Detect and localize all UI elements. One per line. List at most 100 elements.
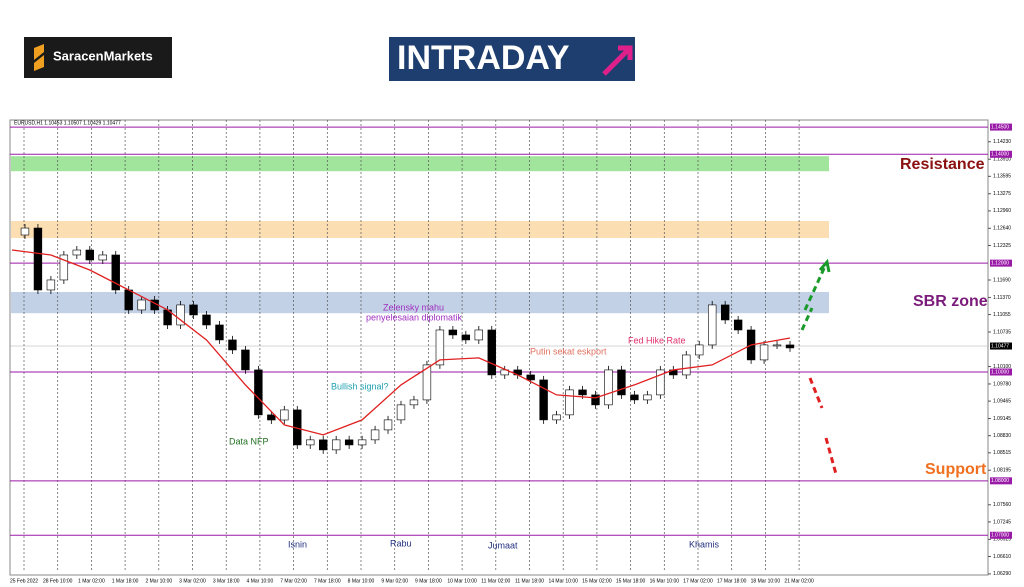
x-tick-label: 11 Mar 02:00 [481,578,510,584]
level-box [990,368,1012,376]
annotations: Zelensky mahu penyelesaian diplomatik Pu… [229,302,720,550]
y-tick-label: 1.06925 [993,537,1011,543]
zone [11,221,829,238]
level-box [990,259,1012,267]
candle [772,344,782,347]
y-tick-label: 1.11690 [993,277,1011,283]
x-tick-label: 16 Mar 10:00 [650,578,680,584]
candle [228,339,237,351]
saracen-logo: SaracenMarkets [24,37,172,78]
y-tick-label: 1.13275 [993,191,1011,197]
candle [124,289,133,311]
candle [137,299,146,311]
candle [396,404,406,421]
candle [357,439,367,446]
y-tick-label: 1.06610 [993,554,1011,560]
y-tick-label: 1.11055 [993,312,1011,318]
level-label: 1.12000 [991,260,1009,266]
level-box [990,123,1012,131]
note: Putin sekat eskport [530,346,607,356]
intraday-logo: INTRADAY [389,37,635,81]
chart-title: EURUSD,H1 1.10453 1.10507 1.10429 1.1047… [14,120,121,126]
candle [487,329,496,376]
note: Rabu [390,538,412,548]
y-tick-label: 1.12960 [993,208,1011,214]
candle [189,304,198,316]
level-label: 1.14000 [991,152,1009,158]
zone-label: Resistance [900,156,985,173]
candle [695,344,704,356]
candle [617,369,626,396]
candle [578,389,587,396]
candle [344,439,354,446]
plot: 25 Feb 2022 28 Feb 10:00 1 Mar 02:00 1 Mar … [10,120,1012,584]
x-tick-label: 2 Mar 10:00 [145,578,172,584]
candle [111,254,120,291]
note: Jumaat [488,540,518,550]
candle [370,429,380,441]
candle [682,354,691,376]
y-tick-label: 1.09145 [993,416,1011,422]
note: penyelesaian diplomatik [366,312,463,322]
support-label: Support [925,461,987,478]
x-tick-label: 17 Mar 18:00 [717,578,747,584]
x-tick-label: 7 Mar 02:00 [280,578,307,584]
level-label: 1.10000 [991,369,1009,375]
y-tick-label: 1.12325 [993,243,1011,249]
y-tick-label: 1.09780 [993,381,1011,387]
x-tick-label: 15 Mar 02:00 [582,578,612,584]
level-label: 1.08000 [991,478,1009,484]
candle [539,379,548,421]
note: Isnin [288,539,307,549]
y-tick-label: 1.11370 [993,295,1011,301]
candle [215,324,224,341]
candle [98,254,107,261]
x-tick-label: 3 Mar 02:00 [179,578,206,584]
candle [461,334,471,341]
x-tick-label: 1 Mar 18:00 [112,578,139,584]
brand: SaracenMarkets [53,48,153,63]
y-tick-label: 1.12640 [993,226,1011,232]
candle [643,394,652,401]
x-tick-label: 15 Mar 18:00 [616,578,646,584]
x-tick-label: 11 Mar 18:00 [515,578,544,584]
candle [526,374,535,381]
candle [319,439,328,451]
note: Fed Hike Rate [628,335,686,345]
candle [448,329,458,336]
x-tick-label: 9 Mar 02:00 [381,578,408,584]
candle [435,329,445,366]
y-tick-label: 1.10100 [993,364,1011,370]
candle [202,314,211,326]
x-tick-label: 3 Mar 18:00 [213,578,240,584]
note: Zelensky mahu [383,302,444,312]
candle [331,439,341,451]
x-tick-label: 18 Mar 10:00 [751,578,781,584]
banner: INTRADAY [397,39,570,77]
level-box [990,150,1012,158]
candle [591,394,600,406]
candle [733,319,743,331]
candle [785,344,795,349]
zone [11,156,829,172]
candle [46,279,56,291]
candle [241,349,250,371]
level-box [990,477,1012,485]
x-tick-label: 28 Feb 10:00 [43,578,73,584]
y-tick-label: 1.09465 [993,398,1011,404]
zone [11,291,829,314]
candle [176,304,185,326]
candle [306,439,315,446]
candle [422,364,432,401]
candle [656,369,665,396]
candle [630,394,639,401]
zone-label: SBR zone [913,293,988,310]
candle [72,249,82,256]
x-tick-label: 8 Mar 10:00 [348,578,375,584]
candle [759,344,769,361]
x-tick-label: 9 Mar 18:00 [415,578,442,584]
x-tick-label: 25 Feb 2022 [10,578,38,584]
y-tick-label: 1.08830 [993,433,1011,439]
candle [552,414,561,421]
